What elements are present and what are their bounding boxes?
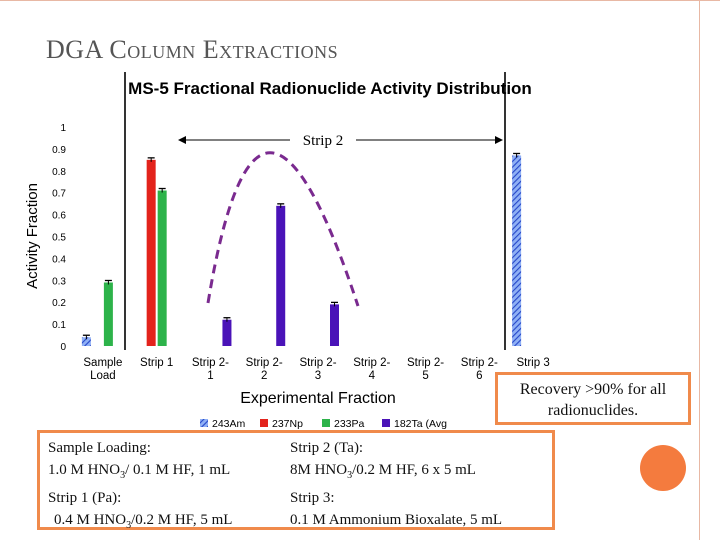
bar-243am: [81, 337, 91, 346]
bar-182ta-avg: [276, 205, 286, 346]
recovery-callout: Recovery >90% for all radionuclides.: [495, 372, 691, 425]
sample-loading-label: Sample Loading:: [48, 440, 151, 456]
y-tick-label: 0.8: [52, 167, 66, 178]
y-tick-label: 1: [60, 123, 66, 134]
y-tick-label: 0.5: [52, 233, 66, 244]
strip1-value: 0.4 M HNO3/0.2 M HF, 5 mL: [54, 512, 233, 531]
strip2-label: Strip 2 (Ta):: [290, 440, 364, 456]
x-tick-label: Strip 2-: [299, 357, 336, 369]
strip2-arrow-left: [178, 136, 186, 144]
x-tick-label: Load: [90, 370, 116, 382]
y-tick-label: 0.3: [52, 276, 66, 287]
procedure-column-right: Strip 2 (Ta): 8M HNO3/0.2 M HF, 6 x 5 mL…: [290, 437, 502, 531]
y-axis-label: Activity Fraction: [24, 183, 41, 289]
procedure-column-left: Sample Loading: 1.0 M HNO3/ 0.1 M HF, 1 …: [48, 437, 232, 537]
legend-label: 237Np: [272, 418, 303, 430]
decorative-circle: [640, 445, 686, 491]
bar-182ta-avg: [222, 319, 232, 346]
legend-label: 233Pa: [334, 418, 365, 430]
x-tick-label: Strip 2-: [353, 357, 390, 369]
bar-233pa: [157, 190, 167, 346]
strip3-label: Strip 3:: [290, 490, 335, 506]
legend-label: 182Ta (Avg: [394, 418, 447, 430]
recovery-text: Recovery >90% for all radionuclides.: [519, 381, 667, 419]
legend-swatch: [260, 419, 268, 427]
sample-loading-value: 1.0 M HNO3/ 0.1 M HF, 1 mL: [48, 462, 231, 481]
y-tick-label: 0.1: [52, 320, 66, 331]
strip2-arrow-right: [495, 136, 503, 144]
y-tick-label: 0.6: [52, 211, 66, 222]
x-tick-label: Strip 1: [140, 357, 173, 369]
bar-182ta-avg: [330, 304, 339, 346]
bar-237np: [146, 159, 156, 346]
chart-title: MS-5 Fractional Radionuclide Activity Di…: [128, 79, 532, 98]
x-tick-label: Sample: [83, 357, 122, 369]
legend-swatch: [322, 419, 330, 427]
bar-243am: [512, 155, 522, 346]
x-tick-label: Strip 2-: [192, 357, 229, 369]
x-tick-label: Strip 3: [516, 357, 549, 369]
x-axis-label: Experimental Fraction: [240, 390, 396, 407]
y-tick-label: 0.2: [52, 298, 66, 309]
x-tick-label: 2: [261, 370, 267, 382]
y-tick-label: 0: [60, 342, 66, 353]
legend-swatch: [200, 419, 208, 427]
slide-frame-right: [699, 0, 700, 540]
legend-label: 243Am: [212, 418, 246, 430]
x-tick-label: 1: [207, 370, 213, 382]
strip1-label: Strip 1 (Pa):: [48, 490, 122, 506]
strip2-value: 8M HNO3/0.2 M HF, 6 x 5 mL: [290, 462, 476, 481]
slide-frame-top: [0, 0, 720, 1]
y-tick-label: 0.7: [52, 189, 66, 200]
slide-title: DGA Column Extractions: [46, 35, 339, 64]
y-tick-label: 0.9: [52, 145, 66, 156]
strip2-range-label: Strip 2: [303, 133, 343, 149]
strip3-value: 0.1 M Ammonium Bioxalate, 5 mL: [290, 512, 503, 528]
x-tick-label: 4: [369, 370, 376, 382]
x-tick-label: Strip 2-: [461, 357, 498, 369]
x-tick-label: 5: [422, 370, 428, 382]
x-tick-label: Strip 2-: [407, 357, 444, 369]
procedure-callout: Sample Loading: 1.0 M HNO3/ 0.1 M HF, 1 …: [37, 430, 555, 531]
legend-swatch: [382, 419, 390, 427]
x-tick-label: Strip 2-: [246, 357, 283, 369]
x-tick-label: 6: [476, 370, 482, 382]
y-tick-label: 0.4: [52, 254, 66, 265]
ta-elution-curve: [206, 151, 360, 307]
bar-233pa: [103, 282, 113, 346]
x-tick-label: 3: [315, 370, 321, 382]
